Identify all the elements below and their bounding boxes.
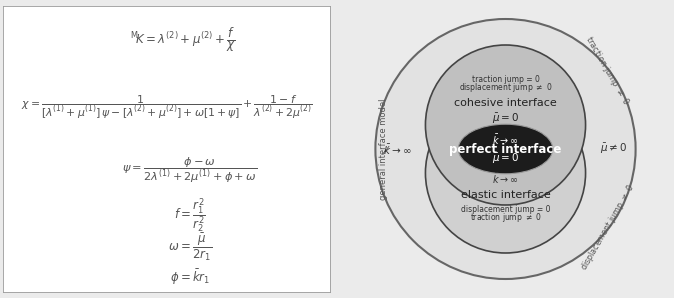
Text: displacement jump $\neq$ 0: displacement jump $\neq$ 0 (459, 80, 552, 94)
Circle shape (425, 45, 586, 205)
Text: $^{\mathrm{M}}\!K = \lambda^{(2)} + \mu^{(2)} + \dfrac{f}{\chi}$: $^{\mathrm{M}}\!K = \lambda^{(2)} + \mu^… (130, 27, 236, 54)
Text: $\psi = \dfrac{\phi - \omega}{2\lambda^{(1)} + 2\mu^{(1)} + \phi + \omega}$: $\psi = \dfrac{\phi - \omega}{2\lambda^{… (122, 156, 257, 185)
Text: cohesive interface: cohesive interface (454, 98, 557, 108)
Text: perfect interface: perfect interface (450, 142, 561, 156)
Text: traction jump $\neq$ 0: traction jump $\neq$ 0 (582, 34, 633, 108)
Text: $\bar{\mu} \neq 0$: $\bar{\mu} \neq 0$ (600, 142, 627, 156)
Text: $f = \dfrac{r_1^2}{r_2^2}$: $f = \dfrac{r_1^2}{r_2^2}$ (174, 197, 206, 235)
Text: $\bar{k} \to \infty$: $\bar{k} \to \infty$ (492, 133, 519, 147)
Text: traction jump = 0: traction jump = 0 (472, 74, 539, 83)
Text: $\bar{k} \to \infty$: $\bar{k} \to \infty$ (492, 172, 519, 186)
Text: general interface model: general interface model (379, 98, 388, 200)
Text: $\chi = \dfrac{1}{[\lambda^{(1)}+\mu^{(1)}]\,\psi - [\lambda^{(2)}+\mu^{(2)}] + : $\chi = \dfrac{1}{[\lambda^{(1)}+\mu^{(1… (21, 94, 313, 121)
Text: traction jump $\neq$ 0: traction jump $\neq$ 0 (470, 212, 541, 224)
Text: $\omega = \dfrac{\bar{\mu}}{2r_1}$: $\omega = \dfrac{\bar{\mu}}{2r_1}$ (168, 232, 212, 263)
Circle shape (425, 93, 586, 253)
Text: displacement jump $\neq$ 0: displacement jump $\neq$ 0 (578, 181, 638, 273)
Text: $\bar{k} \not\to \infty$: $\bar{k} \not\to \infty$ (382, 142, 412, 156)
Circle shape (375, 19, 636, 279)
Text: $\bar{\mu} = 0$: $\bar{\mu} = 0$ (492, 112, 519, 126)
Text: $\phi = \bar{k}r_1$: $\phi = \bar{k}r_1$ (170, 268, 210, 288)
Text: elastic interface: elastic interface (460, 190, 551, 200)
Ellipse shape (458, 124, 553, 174)
Text: $\bar{\mu} = 0$: $\bar{\mu} = 0$ (492, 152, 519, 166)
Text: displacement jump = 0: displacement jump = 0 (461, 206, 550, 215)
